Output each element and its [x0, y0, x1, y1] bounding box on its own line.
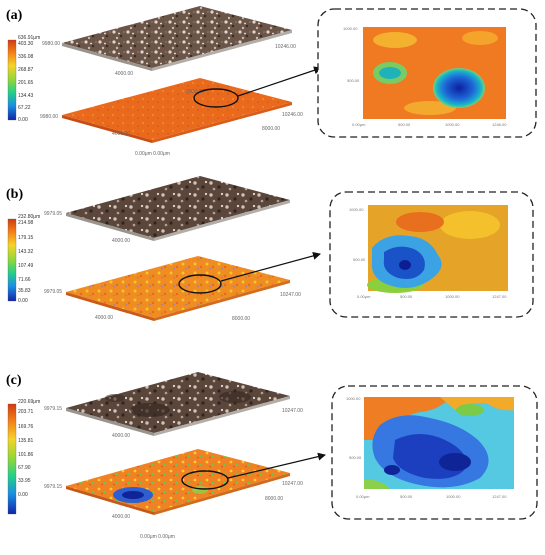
panel-a-pit-large [433, 68, 485, 108]
panel-c-upper-axis-left: 9979.15 [44, 406, 62, 412]
panel-c: (c) 220.69μm 203.71 169.76 135.81 101.86… [6, 372, 538, 540]
panel-b-zoom-axis: 1247.00 [492, 294, 507, 299]
panel-a-zoom-axis: 500.00 [398, 122, 411, 127]
panel-b-label: (b) [6, 187, 23, 202]
panel-c-upper-axis-right: 10247.00 [282, 408, 303, 414]
panel-a-zoom-axis: 1000.00 [343, 26, 358, 31]
panel-a-colorbar-tick: 0.00 [18, 117, 28, 123]
panel-b-colorbar-tick: 0.00 [18, 298, 28, 304]
panel-c-colorbar-tick: 67.90 [18, 465, 31, 471]
panel-b-colorbar-tick: 35.83 [18, 288, 31, 294]
panel-c-colorbar: 220.69μm 203.71 169.76 135.81 101.86 67.… [7, 399, 40, 515]
panel-c-zoom-axis: 1000.00 [346, 396, 361, 401]
panel-c-colorbar-top: 220.69μm [18, 399, 40, 405]
panel-c-selection-ellipse [181, 470, 229, 490]
panel-b-lower-axis-left: 9979.05 [44, 289, 62, 295]
panel-a-lower-axis-far: 8000.00 [262, 126, 280, 132]
panel-c-lower-axis-foot: 0.00μm 0.00μm [140, 534, 175, 540]
panel-c-lower-axis-left: 9979.15 [44, 484, 62, 490]
panel-b-upper-axis-bottom: 4000.00 [112, 238, 130, 244]
panel-a-upper-axis-left: 9980.00 [42, 41, 60, 47]
panel-c-lower-axis-right: 10247.00 [282, 481, 303, 487]
panel-b-colorbar-tick: 107.49 [18, 263, 34, 269]
panel-c-colorbar-tick: 0.00 [18, 492, 28, 498]
panel-b: (b) 232.80μm 214.98 179.15 143.32 107.49… [6, 176, 534, 322]
panel-b-lower-axis-bottom: 4000.00 [95, 315, 113, 321]
panel-b-zoom-axis: 500.00 [400, 294, 413, 299]
panel-a-upper-axis-right: 10246.00 [275, 44, 296, 50]
panel-c-lower-surface: 9979.15 10247.00 8000.00 4000.00 0.00μm … [44, 449, 303, 540]
panel-c-colorbar-tick: 135.81 [18, 438, 34, 444]
panel-a-arrow [237, 66, 322, 97]
panel-a-colorbar-top: 636.91μm [18, 35, 40, 41]
panel-c-zoom-axis: 0.00μm [356, 494, 370, 499]
panel-a-zoom-box: 1000.00 500.00 0.00μm 500.00 1000.00 124… [317, 8, 537, 138]
panel-b-lower-axis-far: 8000.00 [232, 316, 250, 322]
panel-b-upper-surface: 9979.05 4000.00 [44, 176, 290, 244]
panel-c-colorbar-tick: 203.71 [18, 409, 34, 415]
panel-a-zoom-axis: 0.00μm [352, 122, 366, 127]
panel-b-zoom-box: 1000.00 500.00 0.00μm 500.00 1000.00 124… [329, 191, 534, 318]
panel-b-lower-surface: 9979.05 10247.00 8000.00 4000.00 [44, 256, 301, 322]
panel-a-lower-axis-foot: 0.00μm 0.00μm [135, 151, 170, 157]
panel-a-zoom-axis: 1000.00 [445, 122, 460, 127]
panel-b-zoom-axis: 500.00 [353, 257, 366, 262]
panel-b-colorbar-top: 232.80μm [18, 214, 40, 220]
panel-b-colorbar: 232.80μm 214.98 179.15 143.32 107.49 71.… [7, 214, 40, 304]
panel-b-colorbar-tick: 179.15 [18, 235, 34, 241]
panel-c-upper-surface: 9979.15 10247.00 4000.00 [44, 372, 303, 439]
panel-a-colorbar-tick: 201.65 [18, 80, 34, 86]
panel-a-lower-surface: 9980.00 10246.00 8000.00 2000.00 4000.00… [40, 78, 303, 157]
panel-a-label: (a) [6, 8, 23, 23]
panel-c-lower-axis-bottom: 4000.00 [112, 514, 130, 520]
panel-b-upper-axis-left: 9979.05 [44, 211, 62, 217]
panel-a-lower-axis-corner: 2000.00 [186, 89, 204, 95]
panel-b-arrow [220, 251, 321, 282]
panel-a-colorbar: 636.91μm 403.30 336.08 268.87 201.65 134… [7, 35, 40, 123]
panel-b-zoom-axis: 1000.00 [349, 207, 364, 212]
panel-c-zoom-axis: 500.00 [349, 455, 362, 460]
panel-c-zoom-axis: 1000.00 [446, 494, 461, 499]
panel-b-selection-ellipse [178, 274, 222, 294]
panel-a-upper-surface: 9980.00 10246.00 4000.00 [42, 6, 296, 77]
panel-c-arrow [227, 452, 326, 479]
panel-a-colorbar-tick: 134.43 [18, 93, 34, 99]
panel-a-upper-axis-bottom: 4000.00 [115, 71, 133, 77]
panel-c-zoom-axis: 500.00 [400, 494, 413, 499]
panel-b-zoom-axis: 1000.00 [445, 294, 460, 299]
panel-a-colorbar-tick: 336.08 [18, 54, 34, 60]
panel-a-colorbar-tick: 67.22 [18, 105, 31, 111]
panel-a-zoom-axis: 500.00 [347, 78, 360, 83]
panel-b-colorbar-tick: 214.98 [18, 220, 34, 226]
panel-a-colorbar-tick: 268.87 [18, 67, 34, 73]
panel-b-colorbar-tick: 71.66 [18, 277, 31, 283]
panel-c-colorbar-tick: 169.76 [18, 424, 34, 430]
panel-a-selection-ellipse [193, 88, 239, 108]
panel-b-colorbar-tick: 143.32 [18, 249, 34, 255]
panel-c-zoom-axis: 1247.00 [492, 494, 507, 499]
panel-a-colorbar-tick: 403.30 [18, 41, 34, 47]
panel-b-zoom-axis: 0.00μm [357, 294, 371, 299]
panel-a-lower-axis-left: 9980.00 [40, 114, 58, 120]
panel-c-colorbar-tick: 101.86 [18, 452, 34, 458]
panel-a-zoom-axis: 1246.00 [492, 122, 507, 127]
panel-c-zoom-box: 1000.00 500.00 0.00μm 500.00 1000.00 124… [331, 385, 538, 520]
panel-b-lower-axis-right: 10247.00 [280, 292, 301, 298]
panel-c-label: (c) [6, 373, 22, 388]
panel-c-lower-axis-far: 8000.00 [265, 496, 283, 502]
panel-c-upper-axis-bottom: 4000.00 [112, 433, 130, 439]
panel-a-lower-axis-bottom: 4000.00 [112, 131, 130, 137]
panel-a: (a) 636.91μm 403.30 336.08 268.87 201.65… [6, 6, 537, 157]
panel-c-colorbar-tick: 33.95 [18, 478, 31, 484]
panel-a-lower-axis-right: 10246.00 [282, 112, 303, 118]
